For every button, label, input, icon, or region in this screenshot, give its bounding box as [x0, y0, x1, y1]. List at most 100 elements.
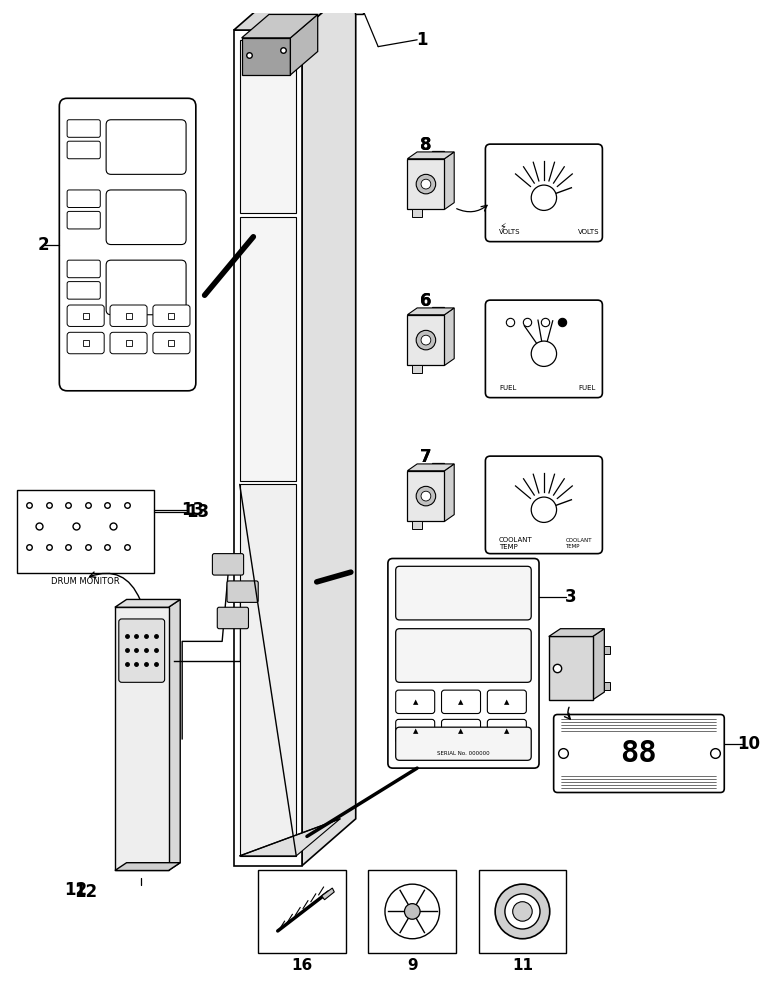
Polygon shape	[302, 0, 356, 866]
Text: 12: 12	[74, 883, 97, 901]
Text: 3: 3	[565, 588, 576, 606]
FancyBboxPatch shape	[106, 190, 186, 245]
Bar	[239, 40, 296, 213]
Text: 13: 13	[182, 501, 204, 519]
Text: 8: 8	[420, 136, 432, 154]
FancyBboxPatch shape	[67, 211, 100, 229]
FancyBboxPatch shape	[106, 120, 186, 174]
Text: COOLANT
TEMP: COOLANT TEMP	[565, 538, 592, 549]
Bar	[407, 471, 445, 521]
FancyBboxPatch shape	[217, 607, 249, 629]
Circle shape	[421, 335, 431, 345]
Text: 10: 10	[737, 735, 760, 753]
Circle shape	[416, 330, 435, 350]
FancyBboxPatch shape	[119, 619, 165, 682]
Text: 6: 6	[420, 292, 432, 310]
Text: ⚡: ⚡	[499, 222, 506, 232]
Circle shape	[531, 341, 556, 366]
Bar	[407, 315, 445, 365]
FancyBboxPatch shape	[153, 305, 190, 326]
FancyBboxPatch shape	[487, 690, 527, 714]
Text: ▲: ▲	[458, 728, 464, 734]
Polygon shape	[321, 888, 334, 900]
Circle shape	[505, 894, 540, 929]
FancyBboxPatch shape	[59, 98, 196, 391]
FancyBboxPatch shape	[153, 332, 190, 354]
Circle shape	[385, 884, 439, 939]
Bar	[412, 365, 422, 373]
Text: 16: 16	[292, 958, 312, 973]
Polygon shape	[242, 14, 318, 38]
Text: VOLTS: VOLTS	[499, 229, 521, 235]
FancyBboxPatch shape	[442, 719, 480, 743]
Text: FUEL: FUEL	[578, 385, 595, 391]
Bar	[234, 30, 302, 866]
Bar	[604, 682, 610, 690]
Text: ▲: ▲	[504, 699, 509, 705]
Text: 9: 9	[407, 958, 417, 973]
FancyBboxPatch shape	[553, 714, 724, 792]
Bar	[412, 209, 422, 217]
Circle shape	[531, 185, 556, 210]
Text: 6: 6	[420, 292, 432, 310]
Circle shape	[416, 486, 435, 506]
Circle shape	[421, 491, 431, 501]
FancyBboxPatch shape	[388, 558, 539, 768]
FancyBboxPatch shape	[442, 690, 480, 714]
Bar	[549, 636, 593, 700]
Text: COOLANT
TEMP: COOLANT TEMP	[499, 537, 533, 550]
Text: 1: 1	[416, 31, 428, 49]
Polygon shape	[115, 599, 180, 607]
Text: 7: 7	[420, 448, 432, 466]
FancyBboxPatch shape	[67, 260, 100, 278]
FancyBboxPatch shape	[67, 332, 104, 354]
FancyBboxPatch shape	[67, 120, 100, 137]
Text: SERIAL No. 000000: SERIAL No. 000000	[437, 751, 489, 756]
Text: 88: 88	[620, 739, 657, 768]
FancyBboxPatch shape	[396, 566, 531, 620]
Bar	[412, 521, 422, 529]
Circle shape	[416, 174, 435, 194]
Polygon shape	[407, 464, 454, 471]
Polygon shape	[239, 819, 340, 856]
FancyBboxPatch shape	[396, 690, 435, 714]
Text: VOLTS: VOLTS	[578, 229, 600, 235]
Polygon shape	[445, 152, 454, 209]
Circle shape	[496, 884, 549, 939]
Text: 7: 7	[420, 448, 432, 466]
Bar	[407, 159, 445, 209]
Bar	[242, 38, 290, 75]
FancyBboxPatch shape	[486, 144, 603, 242]
Bar	[115, 607, 169, 870]
Circle shape	[513, 902, 532, 921]
Text: 8: 8	[420, 136, 432, 154]
FancyBboxPatch shape	[396, 629, 531, 682]
Text: 13: 13	[186, 503, 209, 521]
FancyBboxPatch shape	[212, 554, 244, 575]
Circle shape	[404, 904, 420, 919]
FancyBboxPatch shape	[486, 456, 603, 554]
FancyBboxPatch shape	[396, 727, 531, 760]
Polygon shape	[549, 629, 604, 636]
Text: ▲: ▲	[413, 699, 418, 705]
FancyBboxPatch shape	[67, 141, 100, 159]
Bar	[239, 217, 296, 481]
FancyBboxPatch shape	[110, 332, 147, 354]
Polygon shape	[407, 308, 454, 315]
FancyBboxPatch shape	[67, 282, 100, 299]
FancyBboxPatch shape	[486, 300, 603, 398]
Polygon shape	[169, 599, 180, 870]
Bar	[17, 490, 154, 573]
Text: 2: 2	[38, 236, 49, 254]
Circle shape	[421, 179, 431, 189]
Text: FUEL: FUEL	[499, 385, 517, 391]
Polygon shape	[445, 308, 454, 365]
FancyBboxPatch shape	[67, 305, 104, 326]
Bar	[604, 646, 610, 654]
Bar	[239, 484, 296, 856]
Bar	[258, 870, 346, 953]
Bar	[479, 870, 566, 953]
FancyBboxPatch shape	[487, 719, 527, 743]
Bar	[355, 0, 363, 14]
Bar	[369, 870, 456, 953]
